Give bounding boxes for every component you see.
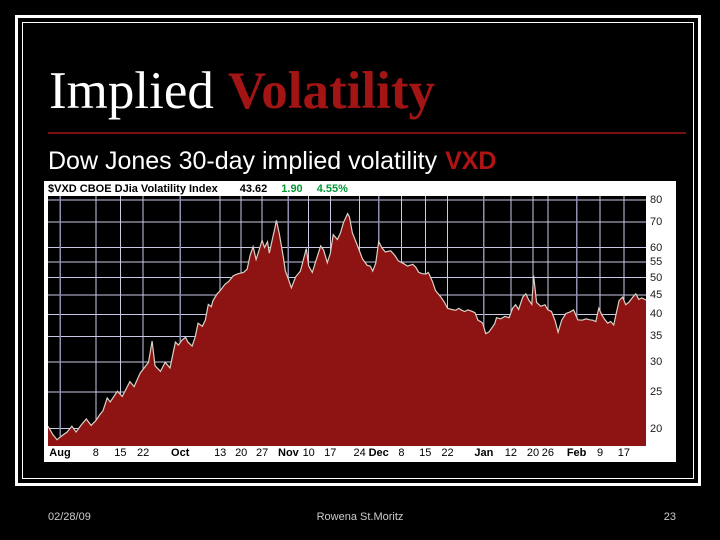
chart-plot-area	[48, 196, 646, 446]
x-tick-label: Nov	[278, 447, 299, 459]
y-tick-label: 40	[650, 308, 663, 321]
x-tick-label: 24	[353, 447, 366, 459]
slide-subtitle: Dow Jones 30-day implied volatility VXD	[48, 146, 496, 176]
slide-frame-inner	[22, 22, 694, 479]
x-tick-label: Jan	[474, 447, 494, 459]
slide-title: Implied Volatility	[49, 63, 435, 119]
x-tick-label: 12	[504, 447, 518, 459]
y-tick-label: 60	[650, 241, 663, 254]
chart-symbol-label: $VXD CBOE DJia Volatility Index	[48, 182, 218, 195]
footer-author: Rowena St.Moritz	[316, 511, 404, 523]
x-axis: Aug 8 15 22 Oct 13 20 27 Nov 10 17 24 Dec 8 15 22 Jan 12 2…	[48, 446, 646, 462]
x-tick-label: Feb	[566, 447, 587, 459]
x-tick-label: 10	[302, 447, 315, 459]
title-divider	[48, 132, 686, 134]
x-tick-label: 17	[617, 447, 631, 459]
x-tick-label: 27	[255, 447, 269, 459]
y-tick-label: 20	[650, 422, 663, 435]
x-tick-label: 9	[596, 447, 604, 459]
x-tick-label: 26	[541, 447, 555, 459]
chart-panel: $VXD CBOE DJia Volatility Index 43.62 1.…	[44, 181, 676, 462]
title-implied: Implied	[49, 62, 214, 120]
x-tick-label: 13	[214, 447, 227, 459]
footer-date: 02/28/09	[48, 511, 91, 523]
y-axis: 80 70 60 55 50 45 40 35 30 25 20	[646, 194, 676, 446]
y-tick-label: 55	[650, 255, 663, 268]
volatility-area-chart	[48, 196, 646, 446]
subtitle-text: Dow Jones 30-day implied volatility	[48, 147, 438, 175]
slide-frame-outer	[15, 15, 701, 486]
title-volatility: Volatility	[227, 62, 435, 120]
x-tick-label: Aug	[49, 447, 71, 459]
chart-header: $VXD CBOE DJia Volatility Index 43.62 1.…	[48, 181, 672, 196]
y-tick-label: 25	[650, 385, 663, 398]
x-tick-label: Dec	[368, 447, 389, 459]
chart-last-value: 43.62	[239, 182, 268, 195]
x-tick-label: 15	[114, 447, 127, 459]
x-tick-label: 17	[324, 447, 337, 459]
y-tick-label: 45	[650, 288, 663, 301]
subtitle-ticker: VXD	[445, 147, 497, 175]
y-tick-label: 80	[650, 194, 663, 207]
x-tick-label: 8	[398, 447, 405, 459]
y-tick-label: 35	[650, 330, 663, 343]
x-tick-label: 20	[235, 447, 248, 459]
x-tick-label: 15	[419, 447, 432, 459]
footer-page-number: 23	[663, 511, 676, 523]
chart-change-percent: 4.55%	[316, 182, 348, 195]
y-tick-label: 30	[650, 355, 663, 368]
x-tick-label: Oct	[171, 447, 190, 459]
chart-change-value: 1.90	[281, 182, 303, 195]
x-tick-label: 20	[526, 447, 540, 459]
y-tick-label: 50	[650, 271, 663, 284]
x-tick-label: 22	[441, 447, 454, 459]
x-tick-label: 8	[92, 447, 99, 459]
y-tick-label: 70	[650, 216, 663, 229]
x-tick-label: 22	[136, 447, 150, 459]
